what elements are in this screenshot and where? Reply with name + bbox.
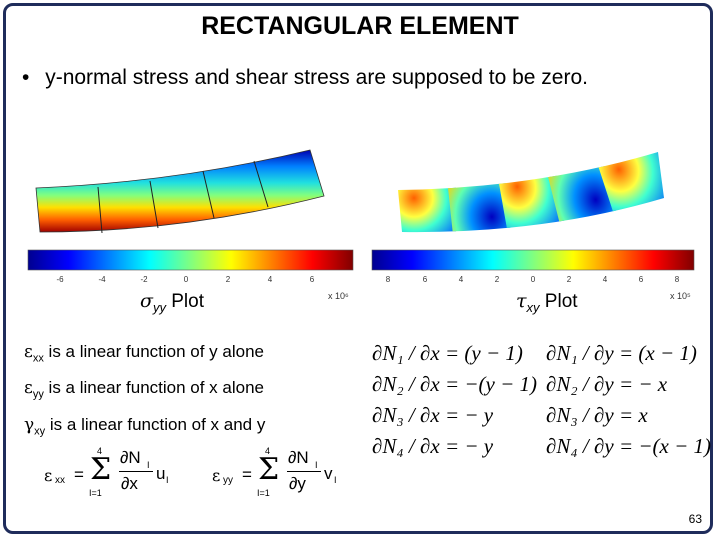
tick-label: 2 — [226, 275, 231, 284]
bullet-marker: • — [22, 66, 30, 89]
tau-xy-scale-label: x 10⁵ — [670, 291, 691, 301]
fraction-numerator: ∂N — [120, 448, 141, 467]
derivatives-y-column: ∂N₁ / ∂y = (x − 1) ∂N₂ / ∂y = − x ∂N₃ / … — [546, 338, 711, 462]
statement-text: is a linear function of x and y — [45, 414, 266, 434]
sum-sigma: Σ — [90, 452, 112, 487]
term-subscript: I — [334, 475, 337, 485]
fraction-bar — [287, 471, 321, 472]
fraction-denominator: ∂x — [121, 474, 138, 493]
sum-lower-limit: I=1 — [89, 488, 102, 498]
sigma-yy-plot: -6 -4 -2 0 2 4 6 — [27, 149, 354, 284]
strain-statements: εxx is a linear function of y alone εyy … — [24, 337, 265, 446]
sigma-yy-scale-label: x 10⁶ — [328, 291, 349, 301]
caption-symbol: τ — [516, 290, 527, 312]
slide-frame — [3, 3, 713, 534]
tick-label: 2 — [567, 275, 572, 284]
derivative-y: ∂N₄ / ∂y = −(x − 1) — [546, 434, 712, 458]
formula-lhs-subscript: yy — [223, 475, 233, 486]
numerator-subscript: I — [147, 460, 150, 470]
tau-xy-beam — [398, 152, 664, 233]
formula-term: u — [156, 464, 166, 483]
formula-equals: = — [74, 465, 84, 484]
tau-xy-caption: τxy Plot — [516, 290, 578, 315]
sum-lower-limit: I=1 — [257, 488, 270, 498]
formula-term: v — [324, 464, 333, 483]
tau-xy-colorbar — [371, 249, 695, 271]
caption-symbol: σ — [140, 290, 153, 312]
fraction-numerator: ∂N — [288, 448, 309, 467]
derivatives-x-column: ∂N₁ / ∂x = (y − 1) ∂N₂ / ∂x = −(y − 1) ∂… — [372, 338, 537, 462]
derivative-y: ∂N₁ / ∂y = (x − 1) — [546, 341, 697, 365]
sum-upper-limit: 4 — [265, 446, 271, 456]
statement-subscript: yy — [32, 388, 44, 401]
formula-lhs: ε — [44, 466, 53, 485]
bullet-text: y-normal stress and shear stress are sup… — [45, 66, 588, 89]
caption-subscript: yy — [152, 299, 166, 315]
statement-text: is a linear function of x alone — [43, 378, 264, 398]
sum-upper-limit: 4 — [97, 446, 103, 456]
tick-label: 4 — [603, 275, 608, 284]
page-number: 63 — [688, 512, 702, 526]
tick-label: 8 — [386, 275, 391, 284]
strain-xx-formula: ε xx = 4 Σ I=1 ∂N I ∂x u I — [44, 444, 174, 504]
sum-sigma: Σ — [258, 452, 280, 487]
tick-label: 8 — [675, 275, 680, 284]
statement-symbol: γ — [24, 414, 35, 435]
tick-label: 6 — [639, 275, 644, 284]
statement-subscript: xy — [34, 425, 46, 438]
statement-line: εyy is a linear function of x alone — [24, 373, 265, 409]
bullet-point: • y-normal stress and shear stress are s… — [22, 66, 588, 90]
sigma-yy-beam — [35, 149, 325, 234]
statement-symbol: ε — [24, 342, 33, 362]
formula-lhs-subscript: xx — [55, 475, 65, 486]
caption-text: Plot — [165, 291, 205, 312]
tick-label: 6 — [310, 275, 315, 284]
statement-line: γxy is a linear function of x and y — [24, 410, 265, 446]
caption-text: Plot — [539, 291, 578, 312]
derivative-y: ∂N₂ / ∂y = − x — [546, 372, 668, 396]
term-subscript: I — [166, 475, 169, 485]
derivative-x: ∂N₂ / ∂x = −(y − 1) — [372, 372, 538, 396]
tick-label: -6 — [56, 275, 64, 284]
slide-title: RECTANGULAR ELEMENT — [201, 12, 519, 40]
derivative-x: ∂N₁ / ∂x = (y − 1) — [372, 341, 523, 365]
tick-label: 2 — [495, 275, 500, 284]
formula-lhs: ε — [212, 466, 221, 485]
statement-symbol: ε — [24, 378, 33, 399]
formula-equals: = — [242, 465, 252, 484]
derivative-x: ∂N₃ / ∂x = − y — [372, 403, 494, 427]
fraction-denominator: ∂y — [289, 474, 306, 493]
strain-yy-formula: ε yy = 4 Σ I=1 ∂N I ∂y v I — [212, 444, 342, 504]
tick-label: 0 — [531, 275, 536, 284]
tau-xy-plot: 8 6 4 2 0 2 4 6 8 — [371, 152, 695, 284]
tick-label: 6 — [423, 275, 428, 284]
statement-line: εxx is a linear function of y alone — [24, 337, 265, 373]
sigma-yy-caption: σyy Plot — [140, 290, 204, 315]
tick-label: 0 — [184, 275, 189, 284]
fraction-bar — [119, 471, 153, 472]
derivative-x: ∂N₄ / ∂x = − y — [372, 434, 494, 458]
statement-subscript: xx — [32, 352, 44, 365]
tick-label: -4 — [98, 275, 106, 284]
tick-label: 4 — [268, 275, 273, 284]
derivative-y: ∂N₃ / ∂y = x — [546, 403, 648, 427]
numerator-subscript: I — [315, 460, 318, 470]
tick-label: 4 — [459, 275, 464, 284]
sigma-yy-colorbar — [27, 249, 354, 271]
tick-label: -2 — [140, 275, 148, 284]
caption-subscript: xy — [526, 299, 540, 315]
statement-text: is a linear function of y alone — [43, 342, 264, 361]
